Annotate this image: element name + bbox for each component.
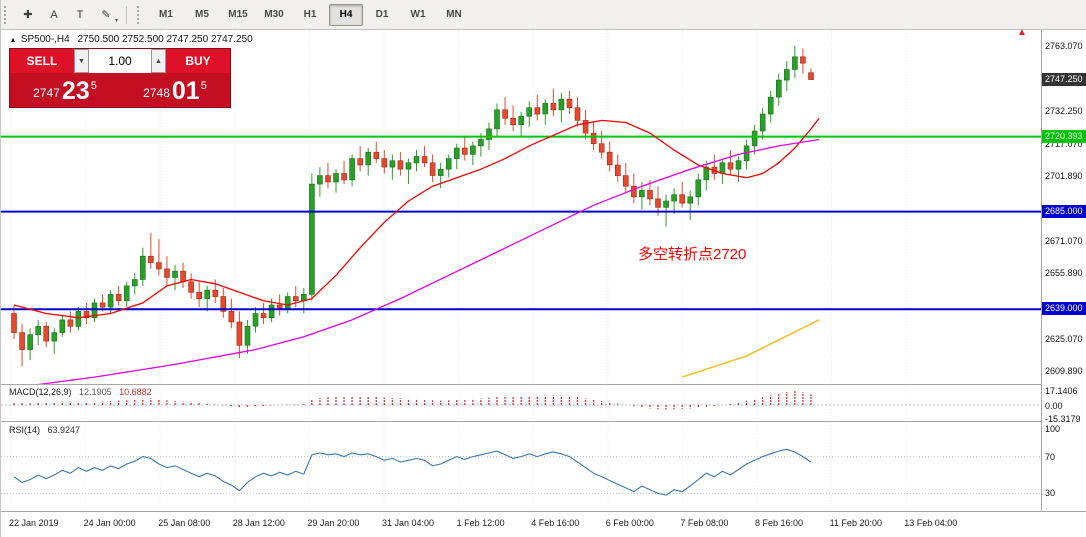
macd-indicator-label: MACD(12,26,9) 12.1905 10.6882 bbox=[9, 387, 152, 397]
sell-button[interactable]: SELL bbox=[10, 49, 74, 73]
candles-layer bbox=[11, 46, 814, 367]
macd-axis-label: -15.3179 bbox=[1045, 414, 1081, 425]
time-axis-label: 11 Feb 20:00 bbox=[829, 518, 882, 528]
timeframe-button-h4[interactable]: H4 bbox=[329, 3, 363, 26]
ma-fast-red-line bbox=[13, 117, 820, 319]
crosshair-icon[interactable]: ✚ bbox=[23, 9, 33, 21]
price-axis-label: 2701.890 bbox=[1045, 170, 1083, 181]
chart-text-annotation: 多空转折点2720 bbox=[638, 246, 747, 263]
rsi-panel-chart[interactable] bbox=[1, 422, 1041, 511]
current-price-tag: 2747.250 bbox=[1042, 72, 1086, 86]
price-axis-separator bbox=[1041, 30, 1042, 511]
panel-separator[interactable] bbox=[1, 421, 1086, 422]
time-axis-label: 29 Jan 20:00 bbox=[307, 518, 360, 528]
price-axis-label: 2655.890 bbox=[1045, 268, 1083, 279]
macd-panel-chart[interactable] bbox=[1, 385, 1041, 421]
time-axis-label: 13 Feb 04:00 bbox=[904, 518, 958, 528]
time-axis-label: 8 Feb 16:00 bbox=[755, 518, 804, 528]
chart-symbol-period: SP500-,H4 bbox=[20, 34, 70, 45]
timeframe-button-m30[interactable]: M30 bbox=[264, 8, 284, 20]
text-label-icon[interactable]: T bbox=[76, 8, 84, 21]
buy-button[interactable]: BUY bbox=[166, 49, 230, 73]
ask-prefix: 2748 bbox=[143, 86, 170, 100]
rsi-axis-label: 100 bbox=[1045, 424, 1061, 434]
rsi-line bbox=[13, 448, 812, 496]
price-axis[interactable]: 2763.070 2732.250 2717.070 2701.890 2671.070… bbox=[1042, 30, 1086, 511]
time-axis-label: 24 Jan 00:00 bbox=[83, 518, 136, 528]
lot-decrease-button[interactable]: ▼ bbox=[74, 49, 89, 73]
time-axis-label: 25 Jan 08:00 bbox=[158, 518, 211, 528]
one-click-trade-widget: SELL ▼ 1.00 ▲ BUY 2747 23 5 2748 01 5 bbox=[9, 48, 231, 108]
level-price-tag: 2639.000 bbox=[1042, 302, 1086, 316]
bid-prefix: 2747 bbox=[33, 86, 60, 100]
price-axis-label: 2763.070 bbox=[1045, 40, 1083, 51]
rsi-axis-label: 30 bbox=[1045, 488, 1056, 499]
lot-size-field[interactable]: 1.00 bbox=[89, 49, 151, 73]
macd-axis-label: 17.1406 bbox=[1045, 386, 1078, 396]
chart-ohlc-values: 2750.500 2752.500 2747.250 2747.250 bbox=[77, 34, 253, 45]
macd-axis-label: 0.00 bbox=[1045, 401, 1063, 411]
time-axis-label: 7 Feb 08:00 bbox=[680, 518, 729, 528]
level-price-tag: 2720.393 bbox=[1042, 129, 1086, 143]
tool-group: ✚ A T ✎ ▾ bbox=[15, 5, 119, 25]
timeframe-button-mn[interactable]: MN bbox=[446, 8, 462, 20]
timeframe-group: M1 M5 M15 M30 H1 H4 D1 W1 MN bbox=[148, 3, 472, 26]
time-axis-label: 6 Feb 00:00 bbox=[605, 518, 654, 528]
price-axis-label: 2717.070 bbox=[1045, 138, 1083, 149]
price-axis-label: 2625.070 bbox=[1045, 333, 1083, 344]
bid-big-digits: 23 bbox=[61, 77, 90, 105]
chart-corner-marker-icon: ▲ bbox=[1017, 27, 1027, 38]
timeframe-button-m1[interactable]: M1 bbox=[159, 8, 173, 20]
rsi-name: RSI(14) bbox=[9, 425, 41, 435]
lot-increase-button[interactable]: ▲ bbox=[151, 49, 166, 73]
timeframe-button-h1[interactable]: H1 bbox=[303, 8, 317, 20]
time-axis[interactable]: 22 Jan 2019 24 Jan 00:00 25 Jan 08:00 28 Ja… bbox=[1, 512, 1086, 537]
rsi-indicator-label: RSI(14) 63.9247 bbox=[9, 425, 80, 435]
ask-price[interactable]: 2748 01 5 bbox=[120, 73, 230, 107]
bid-fraction: 5 bbox=[90, 80, 97, 92]
toolbar-separator bbox=[126, 5, 127, 24]
trendline-yellow bbox=[681, 319, 820, 378]
one-click-collapse-icon[interactable]: ▴ bbox=[11, 35, 16, 44]
panel-separator[interactable] bbox=[1, 384, 1086, 385]
macd-main-value: 12.1905 bbox=[79, 387, 112, 397]
time-axis-label: 28 Jan 12:00 bbox=[232, 518, 285, 528]
time-axis-label: 22 Jan 2019 bbox=[9, 518, 59, 528]
rsi-axis-label: 70 bbox=[1045, 451, 1056, 462]
main-price-chart[interactable] bbox=[1, 30, 1041, 384]
rsi-value: 63.9247 bbox=[47, 425, 81, 435]
time-axis-label: 31 Jan 04:00 bbox=[382, 518, 435, 528]
top-toolbar: ✚ A T ✎ ▾ M1 M5 M15 M30 H1 H4 D1 W1 MN bbox=[1, 0, 1086, 30]
ma-slow-magenta-line bbox=[37, 138, 820, 384]
chart-title: ▴ SP500-,H4 2750.500 2752.500 2747.250 2… bbox=[11, 34, 253, 45]
ask-fraction: 5 bbox=[200, 80, 207, 92]
panel-separator bbox=[1, 511, 1086, 512]
timeframe-button-m15[interactable]: M15 bbox=[228, 8, 248, 20]
price-axis-label: 2732.250 bbox=[1045, 106, 1083, 117]
time-axis-label: 4 Feb 16:00 bbox=[531, 518, 580, 528]
price-axis-label: 2671.070 bbox=[1045, 236, 1083, 247]
draw-tools-icon[interactable]: ✎ ▾ bbox=[101, 9, 118, 24]
toolbar-drag-handle-2[interactable] bbox=[137, 5, 144, 24]
ask-big-digits: 01 bbox=[171, 77, 200, 105]
toolbar-drag-handle[interactable] bbox=[4, 5, 11, 24]
text-icon[interactable]: A bbox=[50, 8, 58, 21]
macd-signal-value: 10.6882 bbox=[119, 387, 152, 397]
level-price-tag: 2685.000 bbox=[1042, 204, 1086, 218]
timeframe-button-m5[interactable]: M5 bbox=[195, 8, 209, 20]
time-axis-label: 1 Feb 12:00 bbox=[456, 518, 505, 528]
bid-price[interactable]: 2747 23 5 bbox=[10, 73, 120, 107]
macd-name: MACD(12,26,9) bbox=[9, 387, 72, 397]
timeframe-button-w1[interactable]: W1 bbox=[410, 8, 426, 20]
price-axis-label: 2609.890 bbox=[1045, 366, 1083, 376]
timeframe-button-d1[interactable]: D1 bbox=[375, 8, 389, 20]
